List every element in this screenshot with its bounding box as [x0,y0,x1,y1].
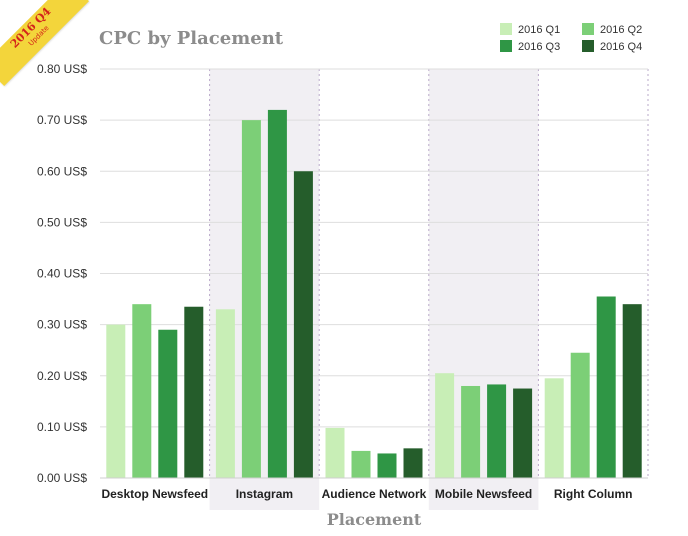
bar [435,373,455,478]
legend-label: 2016 Q1 [518,24,560,36]
legend-label: 2016 Q3 [518,41,560,53]
bar [544,378,564,478]
x-tick-label: Right Column [554,487,633,501]
legend-swatch [500,23,512,35]
x-axis-title: Placement [327,510,422,529]
bar [403,448,423,478]
y-tick-label: 0.70 US$ [37,113,87,127]
y-tick-label: 0.30 US$ [37,318,87,332]
bar [293,171,313,478]
bar [325,427,345,478]
bar [267,109,287,479]
chart-title: CPC by Placement [99,28,284,49]
bar [132,304,152,478]
y-tick-label: 0.60 US$ [37,164,87,178]
bar [106,324,126,478]
bar [215,309,235,478]
x-tick-label: Instagram [236,487,293,501]
bar [461,385,481,478]
bar [513,388,533,478]
bar [241,120,261,478]
bar [158,329,178,478]
x-tick-label: Desktop Newsfeed [101,487,208,501]
bar [487,384,507,478]
legend-swatch [582,40,594,52]
bar [596,296,616,478]
y-tick-label: 0.00 US$ [37,471,87,485]
legend-swatch [500,40,512,52]
bar [184,306,204,478]
bar [377,453,397,478]
legend-label: 2016 Q2 [600,24,642,36]
y-tick-label: 0.80 US$ [37,62,87,76]
legend-swatch [582,23,594,35]
bar [622,304,642,478]
x-tick-label: Audience Network [322,487,427,501]
y-tick-label: 0.20 US$ [37,369,87,383]
y-tick-label: 0.50 US$ [37,215,87,229]
y-tick-label: 0.40 US$ [37,267,87,281]
y-tick-label: 0.10 US$ [37,420,87,434]
x-tick-label: Mobile Newsfeed [435,487,532,501]
bar [351,450,371,478]
legend-label: 2016 Q4 [600,41,642,53]
bar [570,352,590,478]
